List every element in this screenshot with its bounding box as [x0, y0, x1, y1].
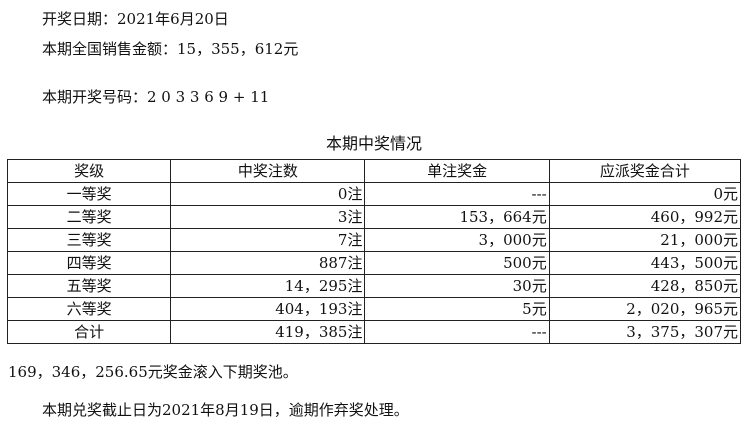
table-row: 四等奖 887注 500元 443，500元	[6, 251, 742, 275]
cell-total: 460，992元	[548, 205, 742, 229]
table-row: 五等奖 14，295注 30元 428，850元	[6, 274, 742, 298]
sales-amount: 本期全国销售金额：15，355，612元	[42, 40, 299, 58]
table-row: 一等奖 0注 --- 0元	[6, 182, 742, 206]
table-row: 六等奖 404，193注 5元 2，020，965元	[6, 297, 742, 321]
cell-count: 0注	[170, 182, 366, 206]
cell-level: 六等奖	[6, 297, 172, 321]
cell-level: 一等奖	[6, 182, 172, 206]
cell-total: 3，375，307元	[548, 320, 742, 344]
cell-count: 3注	[170, 205, 366, 229]
cell-prize: 30元	[364, 274, 550, 298]
cell-count: 404，193注	[170, 297, 366, 321]
cell-prize: ---	[364, 320, 550, 344]
table-row: 三等奖 7注 3，000元 21，000元	[6, 228, 742, 252]
table-row: 二等奖 3注 153，664元 460，992元	[6, 205, 742, 229]
cell-count: 419，385注	[170, 320, 366, 344]
draw-date: 开奖日期：2021年6月20日	[42, 10, 229, 28]
cell-count: 887注	[170, 251, 366, 275]
header-level: 奖级	[6, 159, 172, 183]
cell-count: 7注	[170, 228, 366, 252]
winning-numbers: 本期开奖号码：2 0 3 3 6 9 + 11	[42, 88, 270, 106]
cell-prize: 500元	[364, 251, 550, 275]
cell-count: 14，295注	[170, 274, 366, 298]
claim-deadline: 本期兑奖截止日为2021年8月19日，逾期作弃奖处理。	[42, 401, 409, 419]
table-title: 本期中奖情况	[325, 134, 422, 153]
cell-total: 21，000元	[548, 228, 742, 252]
cell-total: 428，850元	[548, 274, 742, 298]
table-row: 合计 419，385注 --- 3，375，307元	[6, 320, 742, 344]
cell-prize: 5元	[364, 297, 550, 321]
cell-level: 二等奖	[6, 205, 172, 229]
header-prize: 单注奖金	[364, 159, 550, 183]
header-count: 中奖注数	[170, 159, 366, 183]
cell-total: 443，500元	[548, 251, 742, 275]
cell-level: 四等奖	[6, 251, 172, 275]
cell-prize: 153，664元	[364, 205, 550, 229]
table-header: 奖级 中奖注数 单注奖金 应派奖金合计	[6, 159, 742, 183]
pool-rollover: 169，346，256.65元奖金滚入下期奖池。	[8, 363, 298, 381]
cell-level: 合计	[6, 320, 172, 344]
prize-table: 奖级 中奖注数 单注奖金 应派奖金合计 一等奖 0注 --- 0元 二等奖 3注 153，6…	[6, 159, 742, 344]
cell-level: 三等奖	[6, 228, 172, 252]
cell-total: 0元	[548, 182, 742, 206]
cell-prize: ---	[364, 182, 550, 206]
cell-prize: 3，000元	[364, 228, 550, 252]
header-total: 应派奖金合计	[548, 159, 742, 183]
cell-total: 2，020，965元	[548, 297, 742, 321]
cell-level: 五等奖	[6, 274, 172, 298]
